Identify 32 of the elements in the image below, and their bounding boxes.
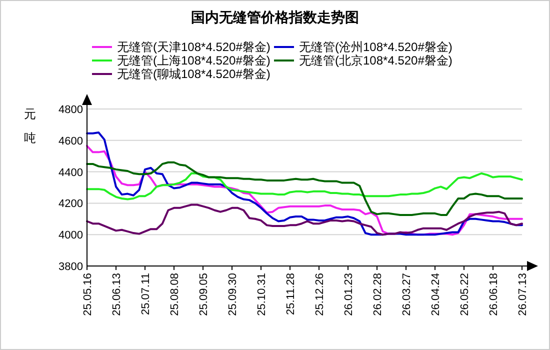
y-tick-label: 4800: [58, 104, 83, 116]
x-tick-label: 26.04.24: [430, 273, 442, 316]
x-tick-label: 26.06.18: [488, 273, 500, 316]
x-tick-label: 25.09.05: [198, 273, 210, 316]
legend-label: 无缝管(沧州108*4.520#磐金): [299, 40, 452, 54]
y-tick-label: 3800: [58, 261, 83, 273]
y-tick-label: 4000: [58, 230, 83, 242]
x-tick-label: 25.06.13: [111, 273, 123, 316]
y-tick-label: 4600: [58, 135, 83, 148]
x-tick-label: 26.05.22: [459, 273, 471, 316]
line-series: [86, 204, 523, 236]
legend-label: 无缝管(聊城108*4.520#磐金): [117, 67, 270, 81]
x-tick-label: 26.03.27: [401, 273, 413, 316]
chart-title: 国内无缝管价格指数走势图: [191, 9, 359, 25]
y-tick-label: 4200: [58, 198, 83, 210]
legend-label: 无缝管(天津108*4.520#磐金): [117, 40, 270, 54]
x-tick-label: 25.10.31: [256, 273, 268, 316]
x-tick-label: 26.07.13: [517, 273, 529, 316]
y-axis-title: 元吨: [24, 107, 36, 145]
x-tick-label: 25.11.28: [285, 273, 297, 316]
x-tick-label: 25.09.30: [227, 273, 239, 316]
x-tick-label: 25.08.08: [169, 273, 181, 316]
legend-label: 无缝管(上海108*4.520#磐金): [117, 54, 270, 68]
x-tick-label: 25.12.26: [314, 273, 326, 316]
y-tick-label: 4400: [58, 166, 83, 179]
legend-label: 无缝管(北京108*4.520#磐金): [299, 54, 452, 68]
x-tick-label: 25.07.11: [140, 273, 152, 316]
x-tick-label: 26.02.28: [372, 273, 384, 316]
line-series: [86, 161, 523, 216]
x-tick-label: 25.05.16: [82, 273, 94, 316]
line-series: [86, 172, 523, 200]
x-tick-label: 26.01.23: [343, 273, 355, 316]
